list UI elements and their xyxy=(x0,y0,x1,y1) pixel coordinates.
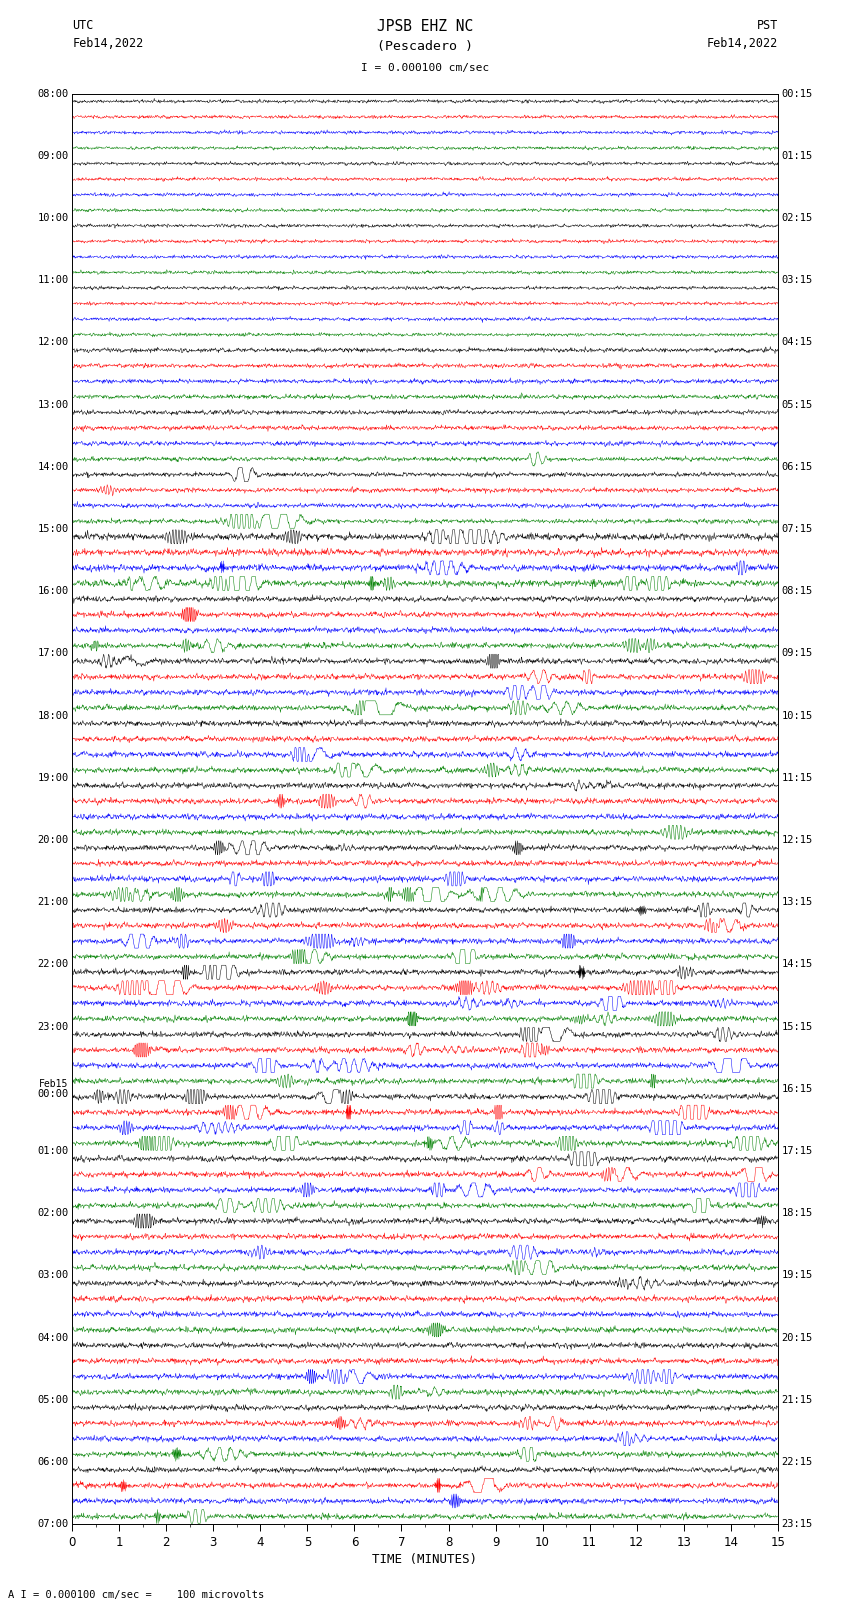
Text: I = 0.000100 cm/sec: I = 0.000100 cm/sec xyxy=(361,63,489,73)
Text: 05:00: 05:00 xyxy=(37,1395,69,1405)
Text: 18:15: 18:15 xyxy=(781,1208,813,1218)
Text: 20:00: 20:00 xyxy=(37,836,69,845)
Text: 23:00: 23:00 xyxy=(37,1021,69,1032)
Text: 16:00: 16:00 xyxy=(37,586,69,597)
X-axis label: TIME (MINUTES): TIME (MINUTES) xyxy=(372,1553,478,1566)
Text: 22:00: 22:00 xyxy=(37,960,69,969)
Text: 09:15: 09:15 xyxy=(781,648,813,658)
Text: 06:15: 06:15 xyxy=(781,461,813,471)
Text: 02:15: 02:15 xyxy=(781,213,813,223)
Text: 13:00: 13:00 xyxy=(37,400,69,410)
Text: 03:15: 03:15 xyxy=(781,276,813,286)
Text: UTC: UTC xyxy=(72,19,94,32)
Text: 02:00: 02:00 xyxy=(37,1208,69,1218)
Text: 17:15: 17:15 xyxy=(781,1147,813,1157)
Text: 01:00: 01:00 xyxy=(37,1147,69,1157)
Text: 14:15: 14:15 xyxy=(781,960,813,969)
Text: 11:15: 11:15 xyxy=(781,773,813,782)
Text: 22:15: 22:15 xyxy=(781,1457,813,1468)
Text: 19:15: 19:15 xyxy=(781,1271,813,1281)
Text: 07:00: 07:00 xyxy=(37,1519,69,1529)
Text: 00:15: 00:15 xyxy=(781,89,813,98)
Text: 09:00: 09:00 xyxy=(37,150,69,161)
Text: 07:15: 07:15 xyxy=(781,524,813,534)
Text: 00:00: 00:00 xyxy=(37,1089,69,1098)
Text: 15:00: 15:00 xyxy=(37,524,69,534)
Text: 06:00: 06:00 xyxy=(37,1457,69,1468)
Text: 12:15: 12:15 xyxy=(781,836,813,845)
Text: 04:15: 04:15 xyxy=(781,337,813,347)
Text: 12:00: 12:00 xyxy=(37,337,69,347)
Text: Feb15: Feb15 xyxy=(39,1079,69,1089)
Text: (Pescadero ): (Pescadero ) xyxy=(377,40,473,53)
Text: 01:15: 01:15 xyxy=(781,150,813,161)
Text: 13:15: 13:15 xyxy=(781,897,813,907)
Text: 21:00: 21:00 xyxy=(37,897,69,907)
Text: 03:00: 03:00 xyxy=(37,1271,69,1281)
Text: 18:00: 18:00 xyxy=(37,711,69,721)
Text: 23:15: 23:15 xyxy=(781,1519,813,1529)
Text: 14:00: 14:00 xyxy=(37,461,69,471)
Text: Feb14,2022: Feb14,2022 xyxy=(72,37,144,50)
Text: A I = 0.000100 cm/sec =    100 microvolts: A I = 0.000100 cm/sec = 100 microvolts xyxy=(8,1590,264,1600)
Text: 04:00: 04:00 xyxy=(37,1332,69,1342)
Text: 21:15: 21:15 xyxy=(781,1395,813,1405)
Text: 10:15: 10:15 xyxy=(781,711,813,721)
Text: 10:00: 10:00 xyxy=(37,213,69,223)
Text: 08:15: 08:15 xyxy=(781,586,813,597)
Text: 08:00: 08:00 xyxy=(37,89,69,98)
Text: 20:15: 20:15 xyxy=(781,1332,813,1342)
Text: JPSB EHZ NC: JPSB EHZ NC xyxy=(377,19,473,34)
Text: Feb14,2022: Feb14,2022 xyxy=(706,37,778,50)
Text: 17:00: 17:00 xyxy=(37,648,69,658)
Text: 05:15: 05:15 xyxy=(781,400,813,410)
Text: 11:00: 11:00 xyxy=(37,276,69,286)
Text: PST: PST xyxy=(756,19,778,32)
Text: 16:15: 16:15 xyxy=(781,1084,813,1094)
Text: 19:00: 19:00 xyxy=(37,773,69,782)
Text: 15:15: 15:15 xyxy=(781,1021,813,1032)
